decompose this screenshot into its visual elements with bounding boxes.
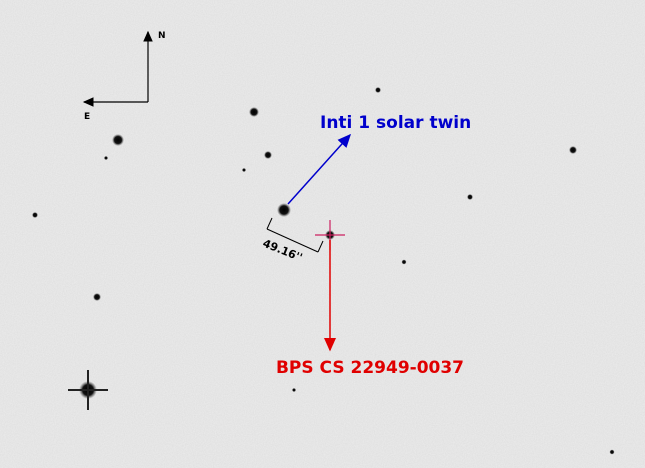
target-2-label: BPS CS 22949-0037 xyxy=(276,358,464,378)
north-label: N xyxy=(158,31,166,41)
stars xyxy=(32,87,615,455)
separation-bracket xyxy=(266,217,324,253)
compass: N E xyxy=(82,30,166,122)
target-1-label: Inti 1 solar twin xyxy=(320,113,471,133)
blue-arrow xyxy=(287,133,352,205)
east-label: E xyxy=(84,112,90,122)
